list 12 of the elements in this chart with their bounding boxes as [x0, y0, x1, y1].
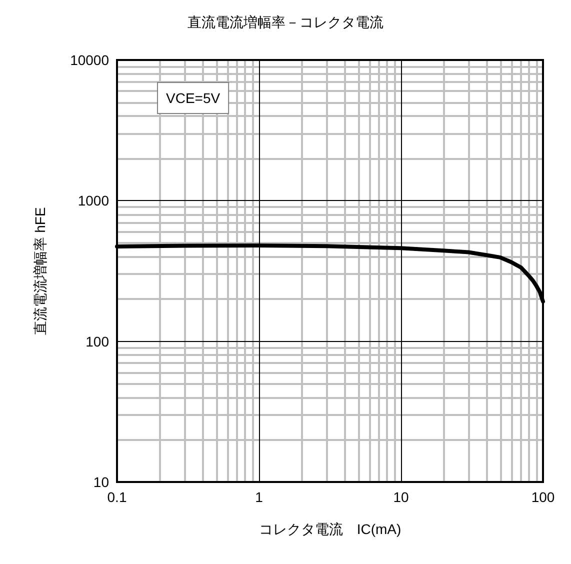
annotation: VCE=5V	[166, 90, 221, 106]
y-tick-label: 10	[93, 474, 110, 490]
y-tick-label: 1000	[78, 192, 110, 209]
x-tick-label: 1	[255, 489, 264, 505]
y-tick-label: 10000	[70, 52, 110, 68]
x-tick-label: 100	[531, 489, 555, 505]
x-tick-label: 10	[393, 489, 409, 505]
x-axis-title: コレクタ電流 IC(mA)	[258, 521, 402, 537]
chart-title: 直流電流増幅率－コレクタ電流	[188, 14, 384, 30]
y-tick-label: 100	[86, 333, 110, 350]
x-tick-label: 0.1	[107, 489, 127, 505]
y-axis-title: 直流電流増幅率 hFE	[32, 207, 48, 335]
